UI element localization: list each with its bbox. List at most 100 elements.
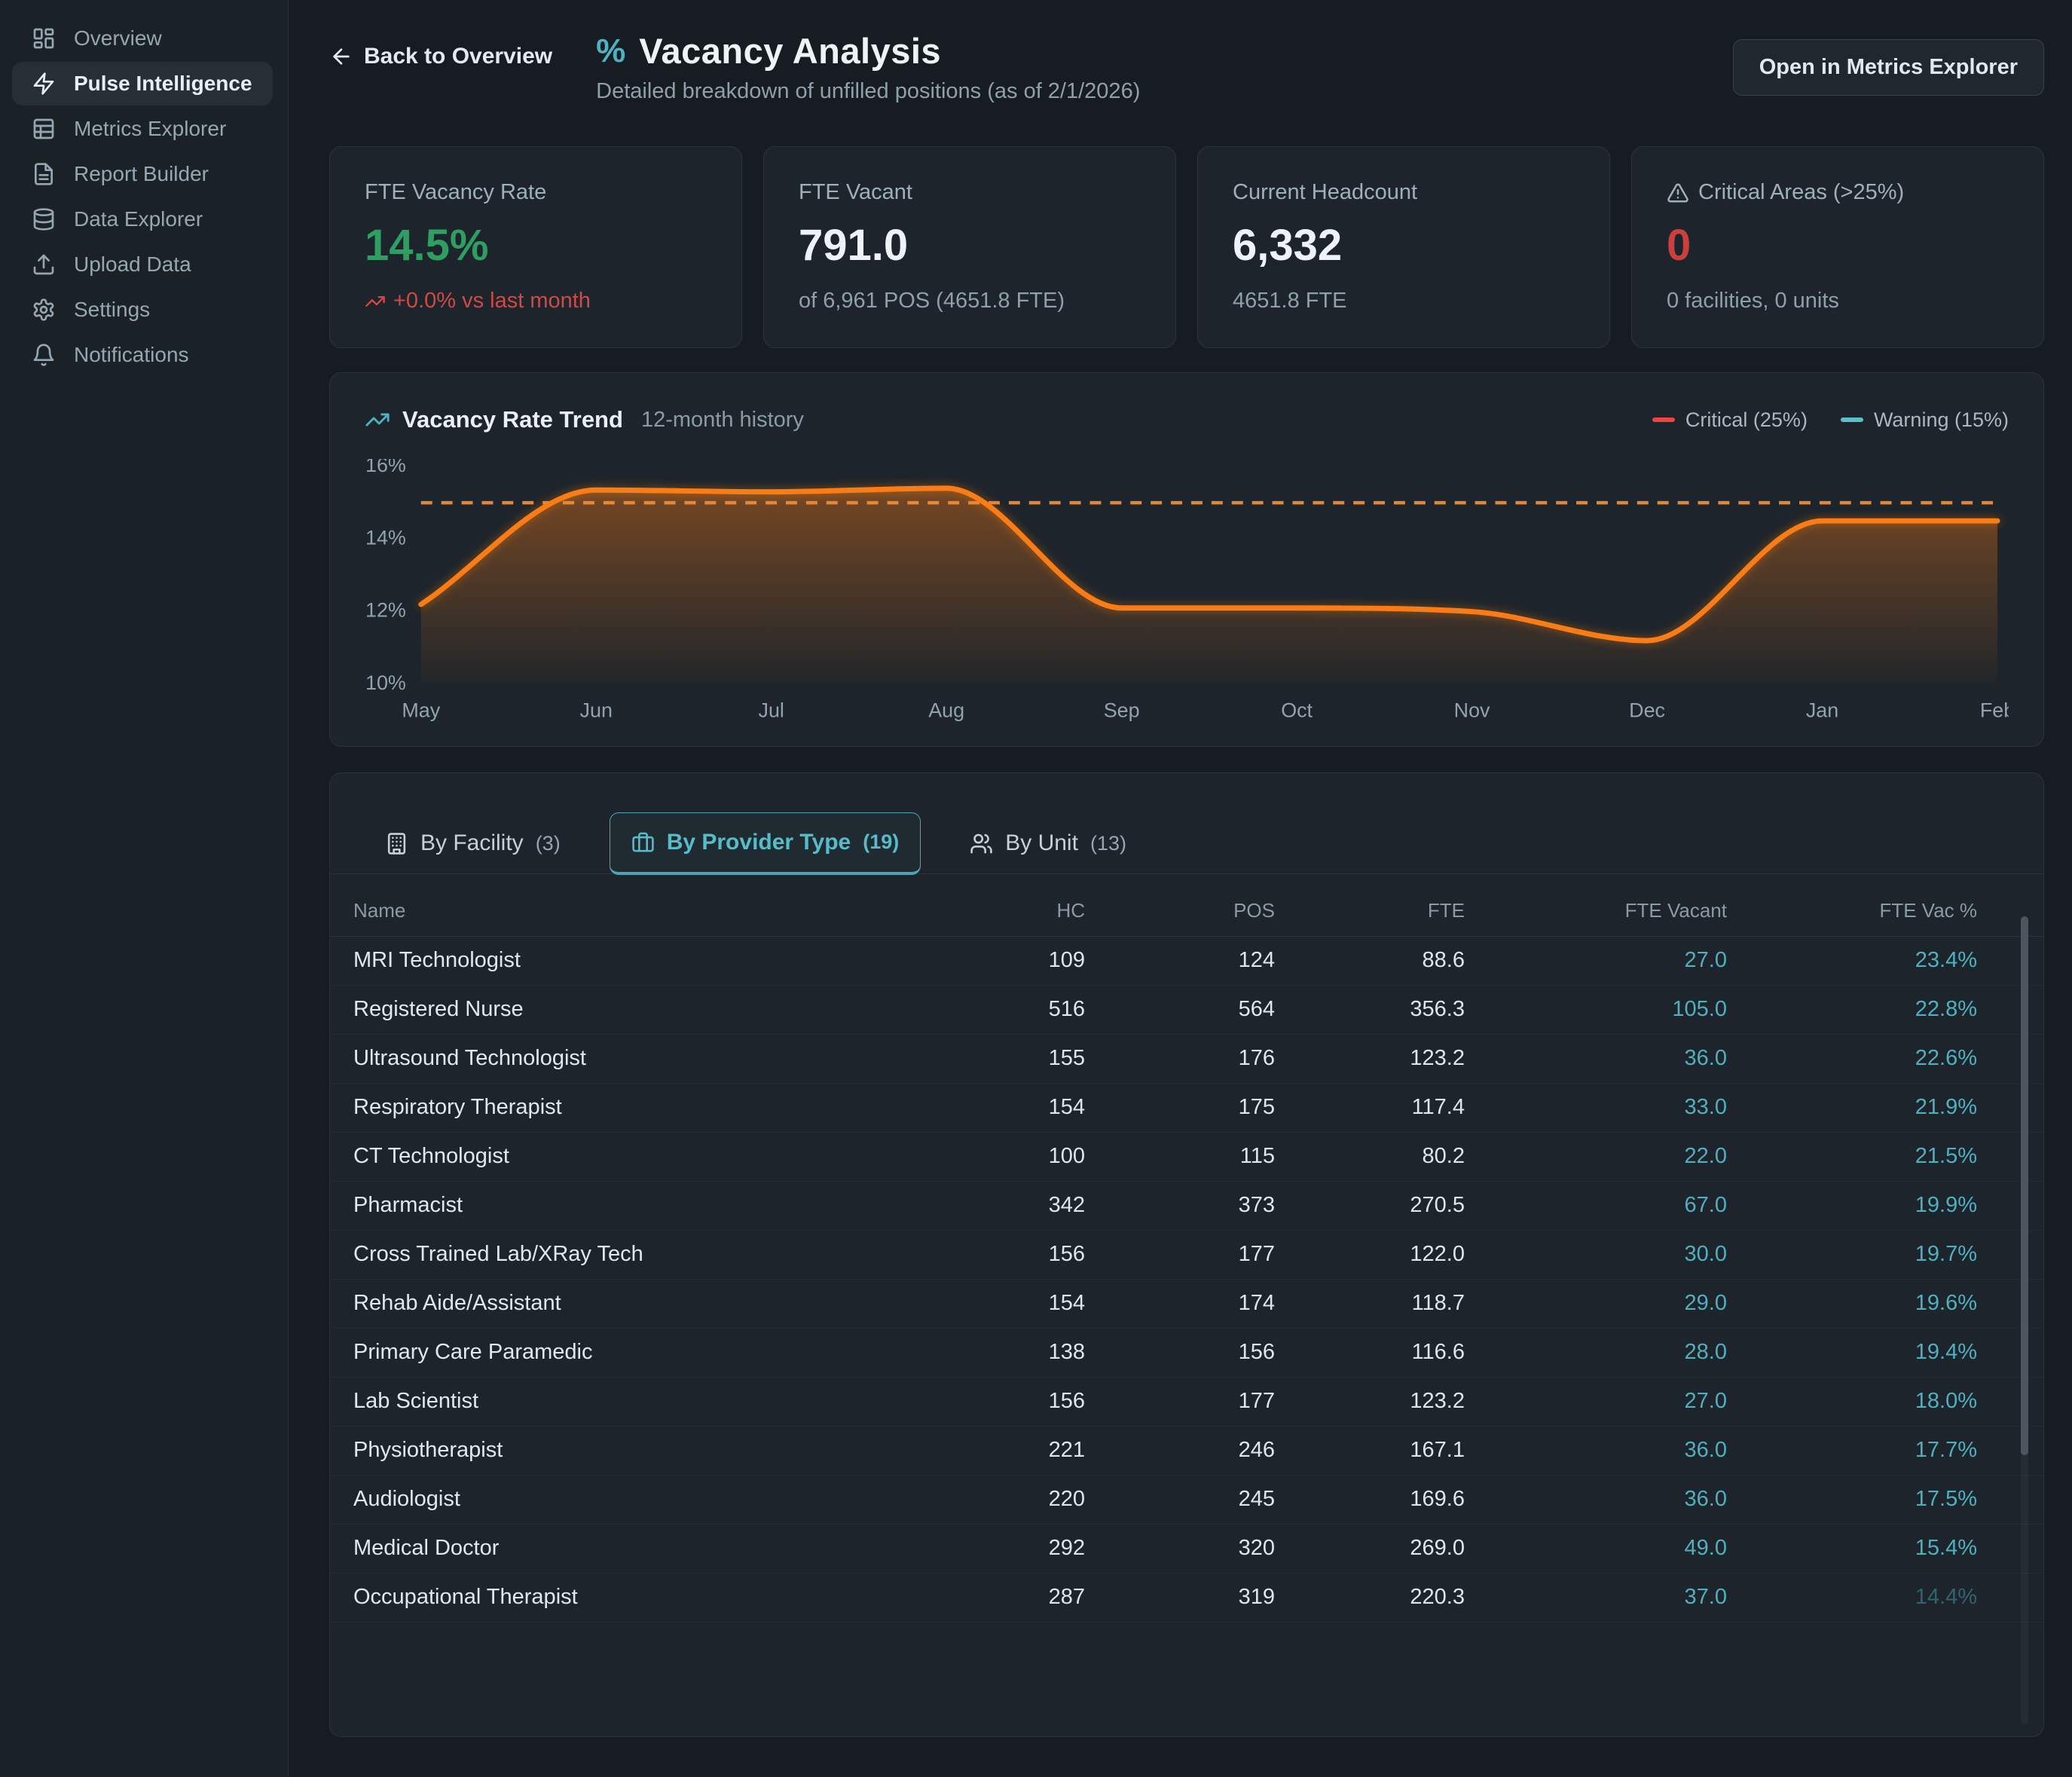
cell-fte: 167.1 [1410, 1438, 1465, 1463]
cell-fte-vacant: 27.0 [1684, 1389, 1727, 1414]
cell-fte: 123.2 [1410, 1389, 1465, 1414]
table-row[interactable]: Rehab Aide/Assistant 154 174 118.7 29.0 19.6% [330, 1280, 2043, 1329]
svg-text:14%: 14% [365, 526, 406, 549]
column-header-pos: POS [1233, 899, 1275, 922]
table-row[interactable]: Audiologist 220 245 169.6 36.0 17.5% [330, 1476, 2043, 1525]
cell-fte-vacant: 29.0 [1684, 1291, 1727, 1316]
sidebar-item-upload-data[interactable]: Upload Data [12, 243, 273, 286]
cell-fte-vacant: 49.0 [1684, 1536, 1727, 1561]
table-row[interactable]: MRI Technologist 109 124 88.6 27.0 23.4% [330, 937, 2043, 986]
table-scrollbar-track[interactable] [2021, 916, 2028, 1724]
upload-icon [32, 252, 56, 277]
table-row[interactable]: Occupational Therapist 287 319 220.3 37.0 14.… [330, 1574, 2043, 1623]
legend-item-critical: Critical (25%) [1652, 408, 1808, 432]
alert-triangle-icon [1667, 182, 1689, 204]
cell-hc: 287 [1048, 1585, 1085, 1610]
column-header-name: Name [353, 899, 406, 922]
cell-fte-vac-pct: 17.5% [1915, 1487, 1977, 1512]
cell-hc: 100 [1048, 1144, 1085, 1169]
table-row[interactable]: Respiratory Therapist 154 175 117.4 33.0 21.9… [330, 1084, 2043, 1133]
table-row[interactable]: CT Technologist 100 115 80.2 22.0 21.5% [330, 1133, 2043, 1182]
table-row[interactable]: Lab Scientist 156 177 123.2 27.0 18.0% [330, 1378, 2043, 1427]
sidebar-item-label: Upload Data [74, 252, 191, 276]
cell-name: Ultrasound Technologist [353, 1046, 586, 1071]
cell-pos: 373 [1238, 1193, 1275, 1218]
open-in-metrics-explorer-button[interactable]: Open in Metrics Explorer [1732, 39, 2044, 96]
cell-fte-vacant: 30.0 [1684, 1242, 1727, 1267]
cell-fte-vac-pct: 15.4% [1915, 1536, 1977, 1561]
cell-fte-vacant: 28.0 [1684, 1340, 1727, 1365]
table-header-row: Name HC POS FTE FTE Vacant FTE Vac % [330, 886, 2043, 937]
tab-by-facility[interactable]: By Facility (3) [363, 813, 582, 873]
cell-fte: 122.0 [1410, 1242, 1465, 1267]
cell-fte-vac-pct: 21.5% [1915, 1144, 1977, 1169]
bell-icon [32, 343, 56, 367]
cell-fte-vacant: 105.0 [1672, 997, 1727, 1022]
trending-up-icon [365, 407, 390, 433]
table-row[interactable]: Registered Nurse 516 564 356.3 105.0 22.8% [330, 986, 2043, 1035]
tab-count: (19) [863, 830, 900, 854]
sidebar-item-label: Data Explorer [74, 207, 203, 231]
sidebar-item-overview[interactable]: Overview [12, 17, 273, 60]
cell-name: Respiratory Therapist [353, 1095, 562, 1120]
layout-dashboard-icon [32, 26, 56, 50]
sidebar-item-pulse-intelligence[interactable]: Pulse Intelligence [12, 62, 273, 106]
svg-text:Nov: Nov [1454, 699, 1490, 722]
tab-by-unit[interactable]: By Unit (13) [948, 813, 1148, 873]
sidebar-item-label: Report Builder [74, 162, 209, 185]
sidebar-item-label: Settings [74, 298, 151, 321]
cell-pos: 177 [1238, 1242, 1275, 1267]
table-row[interactable]: Cross Trained Lab/XRay Tech 156 177 122.0 30… [330, 1231, 2043, 1280]
sidebar-item-data-explorer[interactable]: Data Explorer [12, 197, 273, 241]
zap-icon [32, 72, 56, 96]
table-row[interactable]: Ultrasound Technologist 155 176 123.2 36.0 22… [330, 1035, 2043, 1084]
cell-hc: 109 [1048, 948, 1085, 973]
page-subtitle: Detailed breakdown of unfilled positions… [596, 79, 1141, 103]
cell-pos: 319 [1238, 1585, 1275, 1610]
sidebar-item-notifications[interactable]: Notifications [12, 333, 273, 377]
cell-pos: 124 [1238, 948, 1275, 973]
cell-hc: 156 [1048, 1389, 1085, 1414]
cell-fte: 116.6 [1411, 1340, 1465, 1365]
cell-name: Lab Scientist [353, 1389, 479, 1414]
cell-fte-vac-pct: 14.4% [1915, 1585, 1977, 1610]
cell-fte-vac-pct: 19.9% [1915, 1193, 1977, 1218]
back-to-overview-link[interactable]: Back to Overview [329, 44, 552, 69]
cell-name: Rehab Aide/Assistant [353, 1291, 561, 1316]
sidebar-item-report-builder[interactable]: Report Builder [12, 152, 273, 196]
column-header-fte-vac: FTE Vac % [1879, 899, 1977, 922]
cell-fte: 80.2 [1422, 1144, 1465, 1169]
vacancy-trend-card: Vacancy Rate Trend 12-month history Crit… [329, 372, 2044, 747]
cell-pos: 175 [1238, 1095, 1275, 1120]
table-row[interactable]: Medical Doctor 292 320 269.0 49.0 15.4% [330, 1525, 2043, 1574]
table-row[interactable]: Physiotherapist 221 246 167.1 36.0 17.7% [330, 1427, 2043, 1476]
sidebar-item-settings[interactable]: Settings [12, 288, 273, 332]
briefcase-icon [631, 830, 655, 854]
sidebar-item-label: Metrics Explorer [74, 117, 227, 140]
table-row[interactable]: Primary Care Paramedic 138 156 116.6 28.0 19.… [330, 1329, 2043, 1378]
tab-by-provider-type[interactable]: By Provider Type (19) [609, 812, 921, 875]
cell-hc: 156 [1048, 1242, 1085, 1267]
sidebar-item-label: Notifications [74, 343, 189, 366]
sidebar-item-metrics-explorer[interactable]: Metrics Explorer [12, 107, 273, 151]
svg-text:Jul: Jul [759, 699, 784, 722]
cell-fte: 118.7 [1411, 1291, 1465, 1316]
table-scrollbar-thumb[interactable] [2021, 916, 2028, 1455]
svg-text:Jan: Jan [1806, 699, 1838, 722]
cell-fte: 169.6 [1410, 1487, 1465, 1512]
svg-text:10%: 10% [365, 671, 406, 694]
cell-pos: 245 [1238, 1487, 1275, 1512]
column-header-hc: HC [1056, 899, 1085, 922]
stat-card-subtext: 4651.8 FTE [1233, 289, 1347, 313]
cell-fte: 356.3 [1410, 997, 1465, 1022]
cell-fte-vac-pct: 23.4% [1915, 948, 1977, 973]
table-row[interactable]: Pharmacist 342 373 270.5 67.0 19.9% [330, 1182, 2043, 1231]
cell-fte: 269.0 [1410, 1536, 1465, 1561]
cell-hc: 221 [1048, 1438, 1085, 1463]
database-icon [32, 207, 56, 231]
cell-pos: 320 [1238, 1536, 1275, 1561]
tab-count: (13) [1089, 831, 1126, 855]
stat-card-subtext: of 6,961 POS (4651.8 FTE) [799, 289, 1065, 313]
stat-card-subtext: +0.0% vs last month [365, 289, 707, 313]
